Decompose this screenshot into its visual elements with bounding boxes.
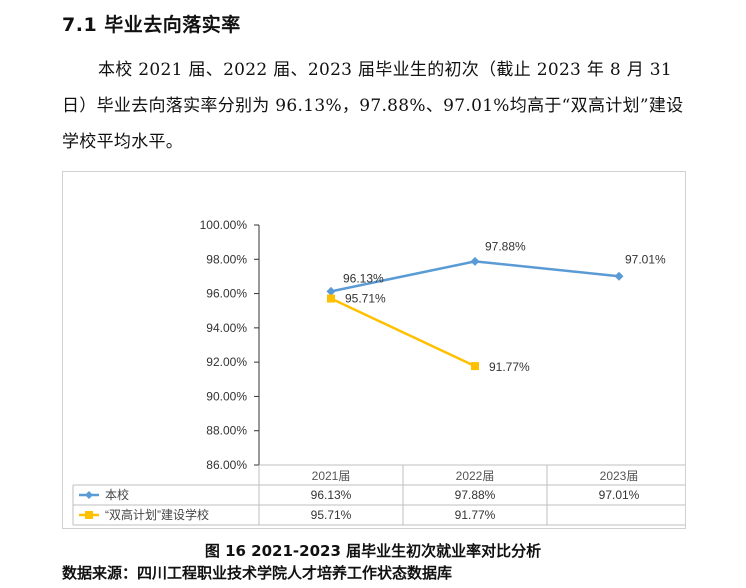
data-label: 95.71% bbox=[345, 292, 386, 306]
y-tick-label: 86.00% bbox=[206, 458, 247, 472]
data-point bbox=[470, 256, 480, 266]
data-source: 数据来源：四川工程职业技术学院人才培养工作状态数据库 bbox=[62, 564, 453, 582]
x-category-label: 2022届 bbox=[456, 469, 495, 483]
chart-frame: 86.00% 88.00% 90.00% 92.00% 94.00% 96.00% 98.0… bbox=[62, 171, 692, 529]
y-tick-label: 94.00% bbox=[206, 321, 247, 335]
legend-series-name: “双高计划”建设学校 bbox=[105, 507, 209, 522]
legend-series-name: 本校 bbox=[105, 487, 129, 502]
table-cell-value: 91.77% bbox=[455, 508, 496, 522]
y-tick-label: 100.00% bbox=[200, 218, 248, 232]
data-point bbox=[614, 271, 624, 281]
x-category-label: 2021届 bbox=[312, 469, 351, 483]
line-chart: 86.00% 88.00% 90.00% 92.00% 94.00% 96.00% 98.0… bbox=[72, 218, 692, 526]
y-tick-label: 88.00% bbox=[206, 424, 247, 438]
table-cell-value: 97.01% bbox=[599, 488, 640, 502]
y-tick-label: 98.00% bbox=[206, 252, 247, 266]
table-cell-value: 95.71% bbox=[311, 508, 352, 522]
table-cell-value: 97.88% bbox=[455, 488, 496, 502]
y-tick-label: 90.00% bbox=[206, 389, 247, 403]
y-tick-label: 92.00% bbox=[206, 355, 247, 369]
data-point bbox=[327, 294, 335, 303]
data-point bbox=[326, 286, 336, 296]
table-cell-value: 96.13% bbox=[311, 488, 352, 502]
data-label: 91.77% bbox=[489, 360, 530, 374]
data-label: 97.01% bbox=[625, 252, 666, 266]
data-label: 96.13% bbox=[343, 271, 384, 285]
legend-key-marker bbox=[85, 491, 93, 499]
data-label: 97.88% bbox=[485, 239, 526, 253]
series-line-1 bbox=[330, 297, 476, 368]
x-category-label: 2023届 bbox=[600, 469, 639, 483]
legend-key-marker bbox=[85, 511, 93, 519]
section-paragraph: 本校 2021 届、2022 届、2023 届毕业生的初次（截止 2023 年 … bbox=[62, 60, 684, 152]
y-tick-label: 96.00% bbox=[206, 287, 247, 301]
section-heading: 7.1 毕业去向落实率 bbox=[62, 14, 241, 36]
data-point bbox=[471, 362, 479, 371]
figure-caption: 图 16 2021-2023 届毕业生初次就业率对比分析 bbox=[204, 542, 542, 560]
